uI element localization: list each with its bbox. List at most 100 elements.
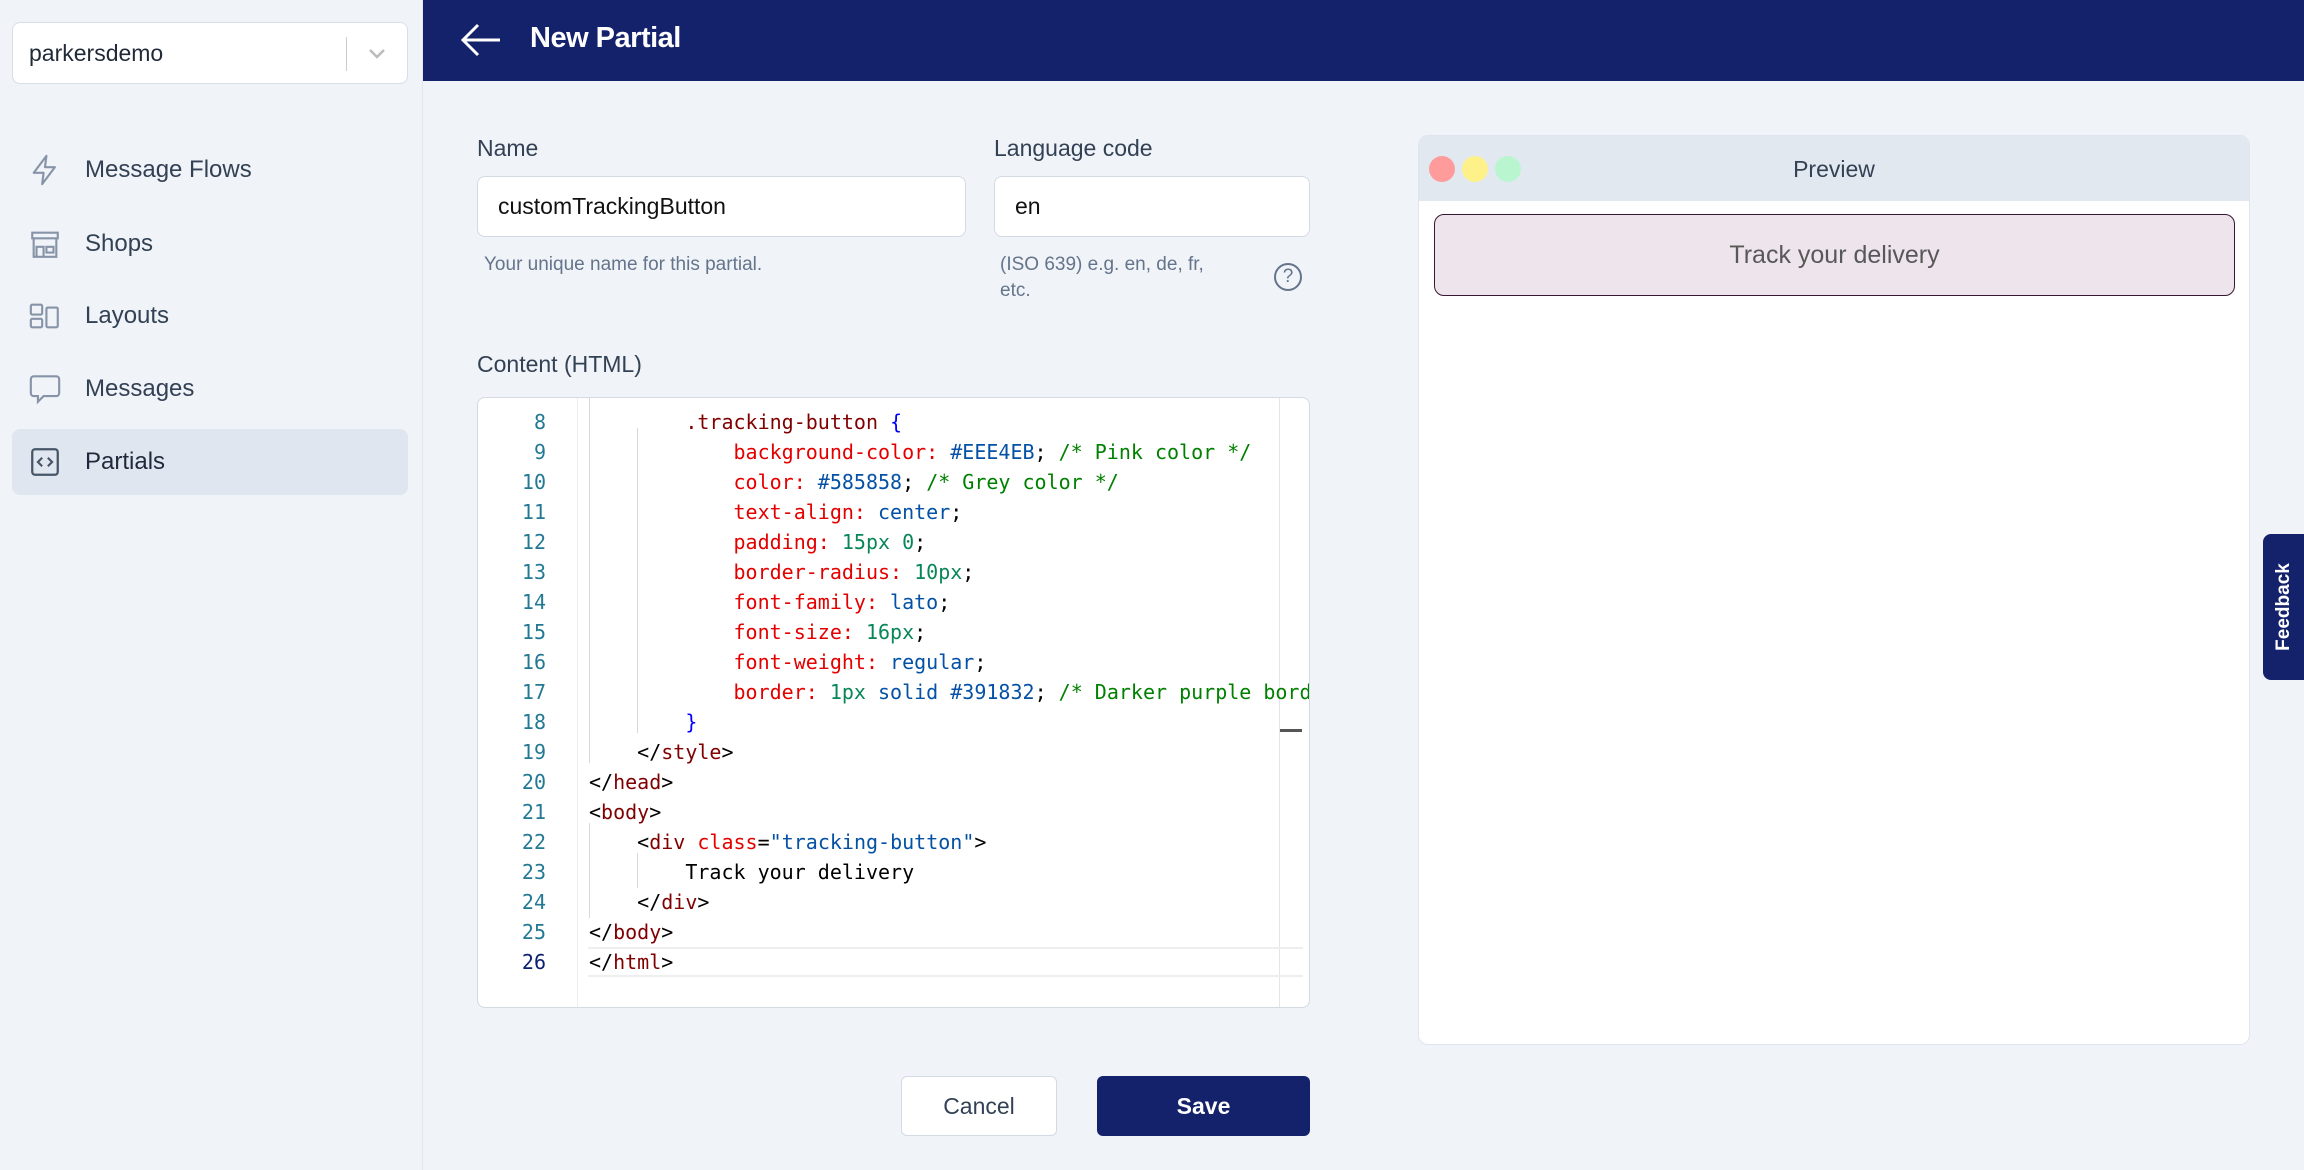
code-line: 13 border-radius: 10px; xyxy=(478,557,1278,587)
code-text: <body> xyxy=(589,800,662,824)
code-line: 12 padding: 15px 0; xyxy=(478,527,1278,557)
line-number: 20 xyxy=(521,770,546,794)
code-line: 20 </head> xyxy=(478,767,1278,797)
sidebar-item-layouts[interactable]: Layouts xyxy=(12,283,408,349)
code-text: <div class="tracking-button"> xyxy=(589,830,987,854)
code-text: font-family: lato; xyxy=(733,590,951,614)
name-label: Name xyxy=(477,135,539,161)
shop-icon xyxy=(31,231,59,258)
code-line: 24 </div> xyxy=(478,887,1278,917)
preview-title: Preview xyxy=(1793,156,1875,182)
code-line: 21 <body> xyxy=(478,797,1278,827)
tracking-button-preview: Track your delivery xyxy=(1434,214,2235,296)
code-line: 16 font-weight: regular; xyxy=(478,647,1278,677)
line-number: 11 xyxy=(521,500,546,524)
code-text: .tracking-button { xyxy=(685,410,903,434)
back-arrow-icon[interactable] xyxy=(460,20,502,60)
scrollbar-track[interactable] xyxy=(1279,398,1280,1007)
line-number: 15 xyxy=(521,620,546,644)
code-line: 17 border: 1px solid #391832; /* Darker … xyxy=(478,677,1309,707)
line-number: 23 xyxy=(521,860,546,884)
sidebar-item-messages[interactable]: Messages xyxy=(12,356,408,422)
preview-panel: Preview Track your delivery xyxy=(1418,135,2250,1045)
line-number: 24 xyxy=(521,890,546,914)
line-number: 9 xyxy=(533,440,546,464)
indent-guide xyxy=(637,853,638,888)
header: New Partial xyxy=(423,0,2304,81)
code-line: 9 background-color: #EEE4EB; /* Pink col… xyxy=(478,437,1278,467)
code-icon xyxy=(31,448,59,476)
language-code-input[interactable]: en xyxy=(994,176,1310,237)
language-code-label: Language code xyxy=(994,135,1153,161)
preview-header: Preview xyxy=(1419,136,2249,201)
feedback-label: Feedback xyxy=(2272,563,2294,651)
code-text: border-radius: 10px; xyxy=(733,560,975,584)
content-label: Content (HTML) xyxy=(477,351,642,377)
code-text: </html> xyxy=(589,950,674,974)
code-text: </head> xyxy=(589,770,674,794)
line-number: 14 xyxy=(521,590,546,614)
line-number: 17 xyxy=(521,680,546,704)
code-text: padding: 15px 0; xyxy=(733,530,927,554)
code-line: 19 </style> xyxy=(478,737,1278,767)
code-editor[interactable]: 8 .tracking-button {9 background-color: … xyxy=(477,397,1310,1008)
line-number: 8 xyxy=(533,410,546,434)
indent-guide xyxy=(589,398,590,763)
page-title: New Partial xyxy=(530,22,681,54)
chat-bubble-icon xyxy=(29,375,61,405)
line-number: 21 xyxy=(521,800,546,824)
org-selector[interactable]: parkersdemo xyxy=(12,22,408,84)
divider xyxy=(346,37,347,71)
code-line: 22 <div class="tracking-button"> xyxy=(478,827,1278,857)
code-line: 11 text-align: center; xyxy=(478,497,1278,527)
maximize-dot-icon xyxy=(1495,156,1521,182)
line-number: 22 xyxy=(521,830,546,854)
layout-icon xyxy=(29,303,59,329)
line-gutter xyxy=(478,398,578,1007)
sidebar-item-label: Message Flows xyxy=(85,156,252,183)
code-text: background-color: #EEE4EB; /* Pink color… xyxy=(733,440,1252,464)
line-number: 10 xyxy=(521,470,546,494)
indent-guide xyxy=(637,428,638,733)
sidebar-item-label: Partials xyxy=(85,448,166,475)
chevron-down-icon xyxy=(369,49,385,59)
save-button[interactable]: Save xyxy=(1097,1076,1310,1136)
current-line-highlight xyxy=(588,947,1303,977)
code-line: 26 </html> xyxy=(478,947,1278,977)
sidebar-item-label: Shops xyxy=(85,230,154,257)
code-text: </style> xyxy=(589,740,734,764)
code-text: } xyxy=(685,710,698,734)
language-help-line: etc. xyxy=(1000,280,1031,301)
language-help-line: (ISO 639) e.g. en, de, fr, xyxy=(1000,254,1204,275)
help-icon[interactable]: ? xyxy=(1274,263,1302,291)
line-number: 25 xyxy=(521,920,546,944)
code-line: 15 font-size: 16px; xyxy=(478,617,1278,647)
line-number: 26 xyxy=(521,950,546,974)
close-dot-icon xyxy=(1429,156,1455,182)
sidebar-item-partials[interactable]: Partials xyxy=(12,429,408,495)
line-number: 12 xyxy=(521,530,546,554)
cancel-button[interactable]: Cancel xyxy=(901,1076,1057,1136)
code-text: text-align: center; xyxy=(733,500,963,524)
code-line: 25 </body> xyxy=(478,917,1278,947)
sidebar-item-shops[interactable]: Shops xyxy=(12,211,408,277)
scrollbar-thumb[interactable] xyxy=(1280,729,1302,732)
line-number: 18 xyxy=(521,710,546,734)
code-line: 8 .tracking-button { xyxy=(478,407,1278,437)
lightning-icon xyxy=(32,154,56,186)
name-input[interactable]: customTrackingButton xyxy=(477,176,966,237)
line-number: 16 xyxy=(521,650,546,674)
feedback-tab[interactable]: Feedback xyxy=(2263,534,2304,680)
minimize-dot-icon xyxy=(1462,156,1488,182)
line-number: 19 xyxy=(521,740,546,764)
sidebar-item-message-flows[interactable]: Message Flows xyxy=(12,137,408,203)
sidebar-item-label: Messages xyxy=(85,375,195,402)
code-text: Track your delivery xyxy=(589,860,915,884)
code-text: </div> xyxy=(589,890,710,914)
sidebar: parkersdemo Message Flows Shops Layouts … xyxy=(0,0,423,1170)
language-help-text: (ISO 639) e.g. en, de, fr, etc. xyxy=(1000,252,1204,304)
code-line: 18 } xyxy=(478,707,1278,737)
org-name: parkersdemo xyxy=(29,39,164,66)
code-text: font-weight: regular; xyxy=(733,650,987,674)
code-text: border: 1px solid #391832; /* Darker pur… xyxy=(733,680,1310,704)
